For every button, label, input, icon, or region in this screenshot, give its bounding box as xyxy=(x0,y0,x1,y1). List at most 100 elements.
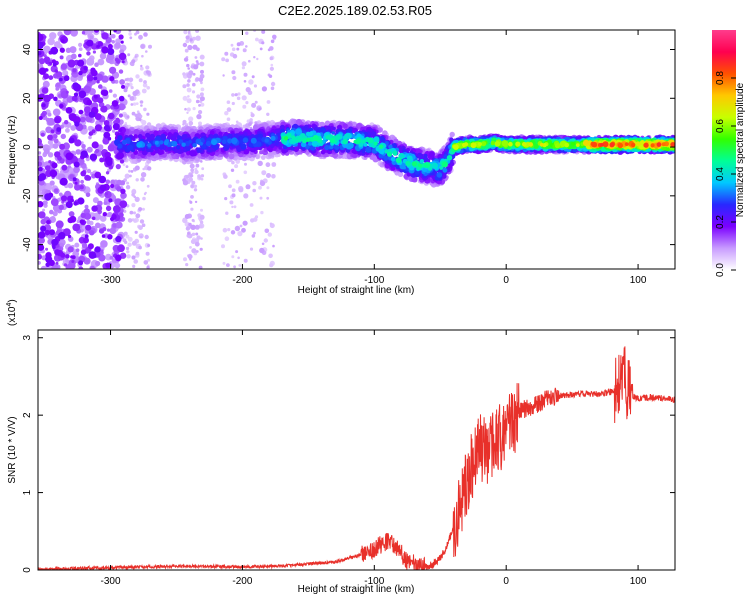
spectrogram-cell xyxy=(44,229,51,236)
spectrogram-cell xyxy=(227,133,233,140)
spectrogram-cell xyxy=(124,122,128,125)
spectrogram-cell xyxy=(66,96,74,103)
spectrogram-cell xyxy=(44,68,48,72)
spectrogram-cell xyxy=(43,94,51,103)
spectrogram-cell xyxy=(138,78,143,83)
spectrogram-cell xyxy=(188,140,192,144)
spectrogram-cell xyxy=(67,165,72,169)
spectrogram-cell xyxy=(101,75,109,83)
spectrogram-cell xyxy=(363,142,368,147)
spectrogram-cell xyxy=(243,193,249,199)
spectrogram-cell xyxy=(564,142,569,148)
spectrogram-cell xyxy=(186,83,190,87)
spectrogram-cell xyxy=(171,147,176,151)
spectrogram-cell xyxy=(234,164,239,169)
spectrogram-cell xyxy=(59,143,66,150)
spectrogram-cell xyxy=(115,221,123,229)
spectrogram-cell xyxy=(52,62,57,67)
spectrogram-cell xyxy=(141,147,145,151)
spectrogram-cell xyxy=(48,160,52,164)
spectrogram-cell xyxy=(230,43,234,47)
spectrogram-cell xyxy=(94,124,102,132)
spectrogram-cell xyxy=(236,146,242,153)
spectrogram-cell xyxy=(52,143,59,149)
spectrogram-cell xyxy=(195,77,200,82)
spectrogram-cell xyxy=(137,152,142,156)
spectrogram-cell xyxy=(199,220,204,224)
spectrogram-cell xyxy=(406,172,412,177)
spectrogram-cell xyxy=(38,151,42,155)
spectrogram-cell xyxy=(135,30,140,35)
spectrogram-cell xyxy=(119,212,124,218)
spectrogram-cell xyxy=(221,57,226,62)
spectrogram-cell xyxy=(449,131,455,138)
spectrogram-cell xyxy=(65,258,69,263)
spectrogram-cell xyxy=(411,161,417,167)
spectrogram-cell xyxy=(127,236,133,242)
spectrogram-cell xyxy=(133,259,138,264)
spectrogram-cell xyxy=(200,237,203,240)
spectrogram-cell xyxy=(227,138,233,144)
spectrogram-cell xyxy=(86,57,95,66)
spectrogram-cell xyxy=(83,66,88,71)
spectrogram-cell xyxy=(105,205,112,212)
spectrogram-cell xyxy=(200,174,205,178)
spectrogram-cell xyxy=(78,47,83,51)
spectrogram-cell xyxy=(38,161,43,167)
spectrogram-cell xyxy=(52,108,61,117)
spectrogram-cell xyxy=(231,93,235,97)
spectrogram-cell xyxy=(128,77,134,83)
spectrogram-cell xyxy=(477,142,482,147)
spectrogram-cell xyxy=(129,36,133,40)
spectrogram-cell xyxy=(365,146,372,153)
spectrogram-cell xyxy=(84,204,89,209)
spectrogram-cell xyxy=(180,153,185,158)
spectrogram-cell xyxy=(197,174,201,178)
spectrogram-cell xyxy=(231,205,234,209)
spectrogram-cell xyxy=(261,86,267,92)
spectrogram-cell xyxy=(74,181,78,185)
spectrogram-cell xyxy=(324,144,330,151)
spectrogram-cell xyxy=(61,39,65,43)
spectrogram-cell xyxy=(92,254,97,259)
spectrogram-cell xyxy=(90,265,95,269)
spectrogram-cell xyxy=(60,133,66,140)
spectrogram-cell xyxy=(269,222,273,226)
spectrogram-cell xyxy=(270,81,276,87)
spectrogram-cell xyxy=(260,210,264,215)
spectrogram-cell xyxy=(142,82,148,88)
spectrogram-cell xyxy=(51,238,59,246)
spectrogram-cell xyxy=(134,113,138,118)
spectrogram-cell xyxy=(237,256,240,260)
spectrogram-cell xyxy=(38,201,44,208)
spectrogram-cell xyxy=(195,99,200,104)
spectrogram-cell xyxy=(135,74,140,79)
spectrogram-cell xyxy=(232,53,238,59)
spectrogram-cell xyxy=(89,35,94,40)
spectrogram-cell xyxy=(68,211,75,217)
spectrogram-cell xyxy=(50,198,59,207)
spectrogram-cell xyxy=(38,253,42,260)
spectrogram-cell xyxy=(182,84,187,89)
spectrogram-cell xyxy=(38,33,44,42)
spectrogram-cell xyxy=(115,118,121,124)
spectrogram-cell xyxy=(193,188,198,192)
spectrogram-cell xyxy=(227,228,231,232)
spectrogram-cell xyxy=(192,143,197,148)
spectrogram-cell xyxy=(80,249,87,255)
spectrogram-cell xyxy=(112,205,121,213)
spectrogram-cell xyxy=(118,95,125,102)
spectrogram-cell xyxy=(141,88,147,94)
spectrogram-cell xyxy=(181,127,187,133)
spectrogram-cell xyxy=(55,82,61,87)
spectrogram-cell xyxy=(191,218,195,222)
spectrogram-cell xyxy=(109,76,115,82)
spectrogram-cell xyxy=(137,134,143,139)
spectrogram-cell xyxy=(75,149,82,155)
spectrogram-cell xyxy=(163,141,169,146)
spectrogram-cell xyxy=(249,247,254,251)
spectrogram-cell xyxy=(89,153,98,161)
spectrogram-cell xyxy=(223,174,228,179)
spectrogram-cell xyxy=(60,63,68,70)
spectrogram-cell xyxy=(130,86,134,90)
